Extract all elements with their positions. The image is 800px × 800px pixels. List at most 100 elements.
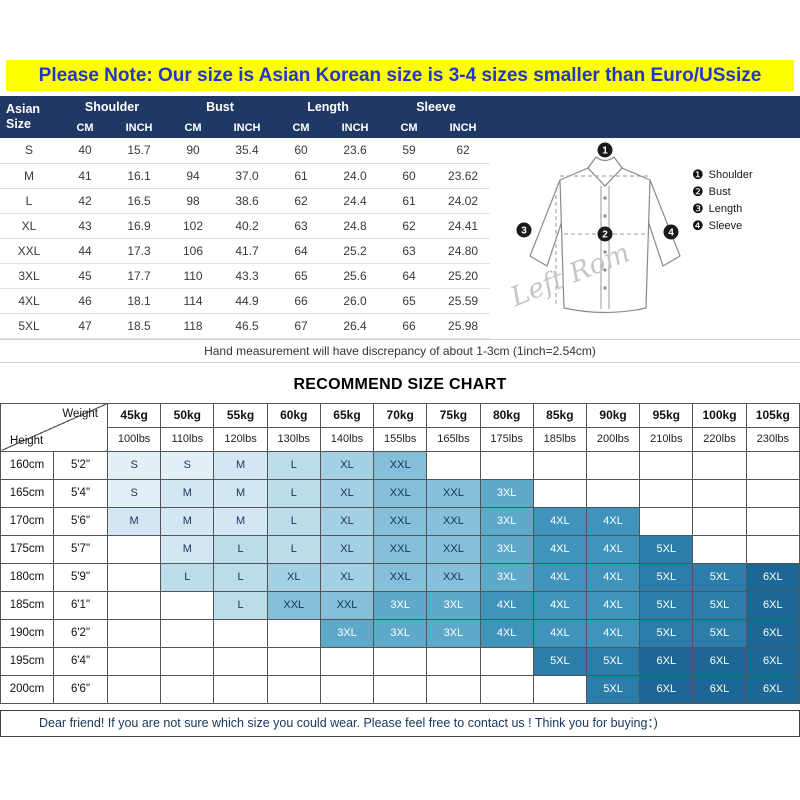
empty-cell [479, 450, 534, 480]
measurement-value-cell: 25.2 [328, 238, 383, 264]
recommend-size-cell-XXL: XXL [373, 450, 428, 480]
measurement-value-cell: 61 [382, 188, 437, 214]
measurement-value-cell: 41 [58, 163, 112, 189]
inch-header: INCH [220, 117, 275, 138]
sleeve-marker: 4 [663, 224, 679, 240]
notice-banner: Please Note: Our size is Asian Korean si… [6, 60, 794, 91]
empty-cell [745, 506, 800, 536]
recommend-size-cell-4XL: 4XL [532, 562, 587, 592]
empty-cell [692, 534, 747, 564]
recommend-size-cell-L: L [266, 478, 321, 508]
recommend-size-cell-M: M [160, 478, 215, 508]
measurement-value-cell: 24.02 [436, 188, 491, 214]
recommend-size-cell-6XL: 6XL [745, 674, 800, 704]
measurement-note: Hand measurement will have discrepancy o… [0, 340, 800, 363]
measurement-value-cell: 110 [166, 263, 221, 289]
cm-header: CM [58, 117, 112, 138]
length-group-header: Length [274, 96, 383, 117]
measurement-value-cell: 64 [382, 263, 437, 289]
recommend-size-cell-XL: XL [319, 534, 375, 564]
weight-lbs-header: 100lbs [106, 426, 162, 452]
recommend-size-cell-4XL: 4XL [585, 618, 641, 648]
recommend-size-cell-S: S [106, 478, 162, 508]
bust-marker: 2 [597, 226, 613, 242]
measurement-value-cell: 40 [58, 138, 112, 164]
legend-item-length: ❸ Length [692, 202, 753, 215]
recommend-size-grid: Weight Height 45kg 50kg 55kg 60kg 65kg 70kg 75… [0, 402, 800, 704]
recommend-size-cell-3XL: 3XL [319, 618, 375, 648]
size-name-cell: XL [0, 213, 58, 239]
recommend-size-cell-XXL: XXL [373, 478, 428, 508]
empty-cell [692, 478, 747, 508]
size-table-row-XL: XL 43 16.9 102 40.2 63 24.8 62 24.41 [0, 213, 491, 239]
measurement-value-cell: 17.7 [112, 263, 167, 289]
empty-cell [426, 450, 481, 480]
empty-cell [106, 646, 162, 676]
recommend-size-cell-6XL: 6XL [639, 674, 694, 704]
measurement-value-cell: 25.59 [436, 288, 491, 314]
circled-1-icon: ❶ [692, 167, 704, 182]
recommend-size-cell-3XL: 3XL [479, 534, 534, 564]
measurement-value-cell: 24.8 [328, 213, 383, 239]
recommend-size-cell-5XL: 5XL [585, 674, 641, 704]
height-row-175cm: 175cm 5'7" M L L XL XXL XXL 3XL 4XL 4XL 5XL [0, 534, 800, 564]
empty-cell [585, 450, 641, 480]
empty-cell [479, 674, 534, 704]
recommend-size-cell-4XL: 4XL [532, 618, 587, 648]
height-cm-cell: 195cm [0, 646, 54, 676]
height-ft-cell: 6'6" [53, 674, 108, 704]
height-cm-cell: 190cm [0, 618, 54, 648]
empty-cell [106, 534, 162, 564]
measurement-value-cell: 102 [166, 213, 221, 239]
asian-size-header: Asian Size [0, 96, 58, 138]
recommend-size-cell-XXL: XXL [426, 478, 481, 508]
measurement-value-cell: 25.98 [436, 313, 491, 339]
measurement-value-cell: 16.5 [112, 188, 167, 214]
circled-2-icon: ❷ [692, 184, 704, 199]
circled-4-icon: ❹ [692, 218, 704, 233]
empty-cell [373, 646, 428, 676]
diagram-column: 1 2 3 4 Left Rom ❶ Shoul [490, 96, 800, 339]
inch-header: INCH [328, 117, 383, 138]
measurement-value-cell: 46.5 [220, 313, 275, 339]
recommend-size-cell-4XL: 4XL [532, 506, 587, 536]
empty-cell [426, 646, 481, 676]
size-table-wrapper: Asian Size Shoulder Bust Length Sleeve C… [0, 96, 491, 339]
circled-3-icon: ❸ [692, 201, 704, 216]
empty-cell [106, 674, 162, 704]
recommend-size-cell-XXL: XXL [319, 590, 375, 620]
recommend-size-cell-L: L [266, 534, 321, 564]
measurement-value-cell: 118 [166, 313, 221, 339]
recommend-size-cell-L: L [266, 506, 321, 536]
empty-cell [532, 478, 587, 508]
recommend-size-cell-6XL: 6XL [692, 674, 747, 704]
shirt-collar [587, 156, 623, 187]
empty-cell [213, 618, 268, 648]
measurement-value-cell: 26.4 [328, 313, 383, 339]
recommend-size-cell-5XL: 5XL [639, 534, 694, 564]
recommend-size-cell-4XL: 4XL [479, 590, 534, 620]
recommend-size-cell-M: M [160, 534, 215, 564]
recommend-size-cell-4XL: 4XL [532, 590, 587, 620]
recommend-size-cell-5XL: 5XL [639, 590, 694, 620]
cm-header: CM [274, 117, 329, 138]
recommend-size-cell-6XL: 6XL [745, 646, 800, 676]
empty-cell [692, 506, 747, 536]
height-row-195cm: 195cm 6'4" 5XL 5XL 6XL 6XL 6XL [0, 646, 800, 676]
recommend-size-cell-XL: XL [319, 506, 375, 536]
weight-lbs-header: 120lbs [213, 426, 268, 452]
size-table-row-5XL: 5XL 47 18.5 118 46.5 67 26.4 66 25.98 [0, 313, 491, 339]
empty-cell [266, 618, 321, 648]
weight-kg-header: 70kg [373, 402, 428, 428]
measurement-value-cell: 15.7 [112, 138, 167, 164]
measurement-value-cell: 23.6 [328, 138, 383, 164]
weight-lbs-header: 230lbs [745, 426, 800, 452]
recommend-size-cell-4XL: 4XL [479, 618, 534, 648]
recommend-size-cell-XXL: XXL [426, 506, 481, 536]
recommend-size-cell-S: S [160, 450, 215, 480]
length-marker: 3 [516, 222, 532, 238]
height-ft-cell: 5'7" [53, 534, 108, 564]
shirt-diagram: 1 2 3 4 Left Rom ❶ Shoul [490, 138, 800, 338]
weight-kg-header: 65kg [319, 402, 375, 428]
size-table-row-L: L 42 16.5 98 38.6 62 24.4 61 24.02 [0, 188, 491, 214]
